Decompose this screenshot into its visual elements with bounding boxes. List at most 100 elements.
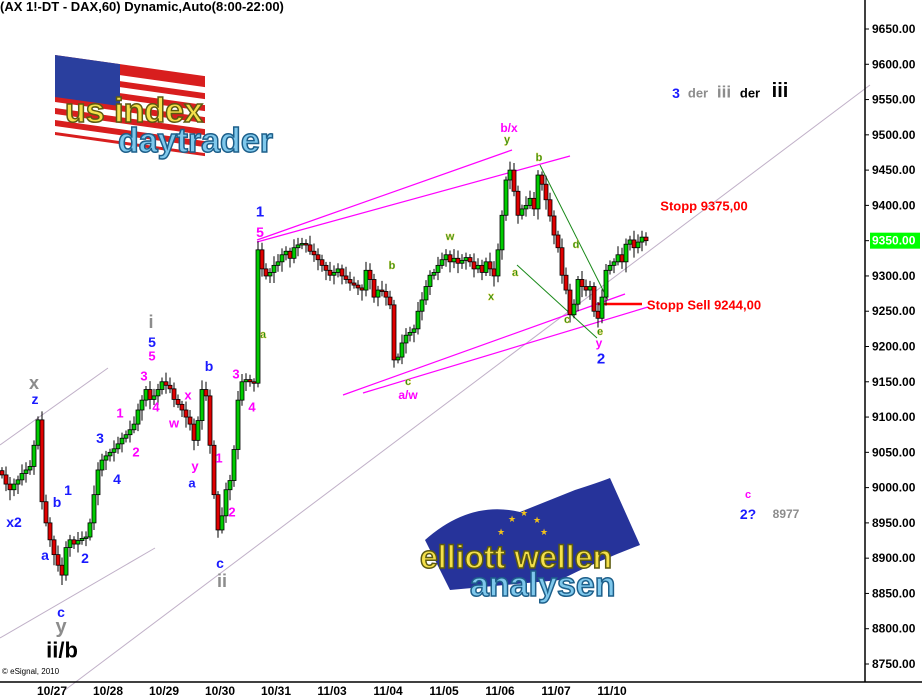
candle (523, 196, 529, 217)
candle-body (211, 444, 217, 496)
candle (327, 261, 333, 281)
candle-body (387, 296, 393, 306)
candle (195, 416, 201, 446)
elliott-wellen-analysen-logo: ★★★★★ elliott wellen analysen (419, 478, 640, 605)
candle-body (259, 249, 265, 270)
candle (167, 377, 173, 394)
candle-body (203, 389, 209, 397)
wave-label: a (260, 329, 267, 341)
candle (379, 280, 385, 297)
candle (375, 285, 381, 307)
candle-body (119, 437, 125, 445)
candle-body (131, 423, 137, 431)
wave-label: 1 (64, 482, 72, 498)
y-tick-label: 8850.00 (872, 586, 916, 600)
x-tick-label: 10/27 (37, 684, 67, 698)
wave-label: 3 (140, 369, 147, 384)
candle-body (619, 254, 625, 263)
candle-body (139, 399, 145, 411)
candle (511, 163, 517, 197)
y-tick-label: 8950.00 (872, 516, 916, 530)
candle-body (123, 434, 129, 439)
candle-body (147, 389, 153, 400)
candle (591, 282, 597, 317)
candle-body (455, 257, 461, 264)
candle (287, 247, 293, 268)
candle (527, 190, 533, 209)
x-tick-label: 11/10 (597, 684, 627, 698)
candle (311, 243, 317, 262)
candle-body (315, 254, 321, 261)
candle (407, 326, 413, 342)
candle (303, 239, 309, 253)
candle (271, 256, 277, 283)
candle-body (587, 286, 593, 291)
wave-label: 5 (148, 334, 156, 350)
candle-body (11, 483, 17, 491)
candle (19, 464, 25, 486)
wave-label: 4 (113, 471, 121, 487)
candle-body (539, 174, 545, 185)
candle-body (519, 208, 525, 216)
candle-body (143, 389, 149, 401)
candle (239, 374, 245, 406)
candle (391, 299, 397, 368)
candle (479, 259, 485, 281)
candle (83, 531, 89, 547)
candle-body (47, 522, 53, 541)
candle (507, 161, 513, 190)
candle (551, 210, 557, 245)
candle (111, 440, 117, 462)
wave-label: x (29, 373, 39, 393)
candle (107, 448, 113, 462)
candle (255, 241, 261, 388)
candle (467, 254, 473, 267)
wave-label: y (55, 616, 67, 638)
candle-body (135, 409, 141, 425)
candle-body (55, 554, 61, 566)
wave-label: a (41, 547, 49, 563)
candle (423, 280, 429, 305)
copyright: © eSignal, 2010 (2, 667, 60, 676)
candle-body (75, 540, 81, 545)
candle (91, 485, 97, 530)
candles (0, 161, 649, 585)
candle-body (571, 303, 577, 316)
wave-label: 1 (116, 406, 123, 421)
candle (27, 460, 33, 475)
wave-label: 2? (740, 506, 756, 522)
candle (331, 265, 337, 285)
candle (119, 432, 125, 453)
candle-body (371, 279, 377, 298)
candle-body (631, 239, 637, 249)
candle-body (487, 261, 493, 270)
wave-label: 3 (232, 367, 239, 382)
candle (67, 534, 73, 557)
candle-body (179, 403, 185, 411)
y-tick-label: 9600.00 (872, 57, 916, 71)
candle-body (351, 282, 357, 286)
candle (11, 478, 17, 497)
y-tick-label: 8900.00 (872, 551, 916, 565)
candle-body (527, 197, 533, 206)
candle (75, 532, 81, 553)
candle (495, 243, 501, 283)
candle-body (507, 169, 513, 181)
candle (611, 258, 617, 274)
y-tick-label: 9200.00 (872, 340, 916, 354)
candle (427, 270, 433, 295)
candle (631, 230, 637, 258)
candle (39, 411, 45, 510)
candle-body (359, 287, 365, 291)
candle (127, 420, 133, 443)
candle-body (255, 249, 261, 384)
candle-body (0, 470, 5, 476)
candle-body (635, 241, 641, 249)
candle-body (7, 483, 13, 491)
candle-body (187, 416, 193, 425)
candle-body (339, 268, 345, 277)
wave-label: x (184, 388, 192, 403)
candle (367, 263, 373, 290)
